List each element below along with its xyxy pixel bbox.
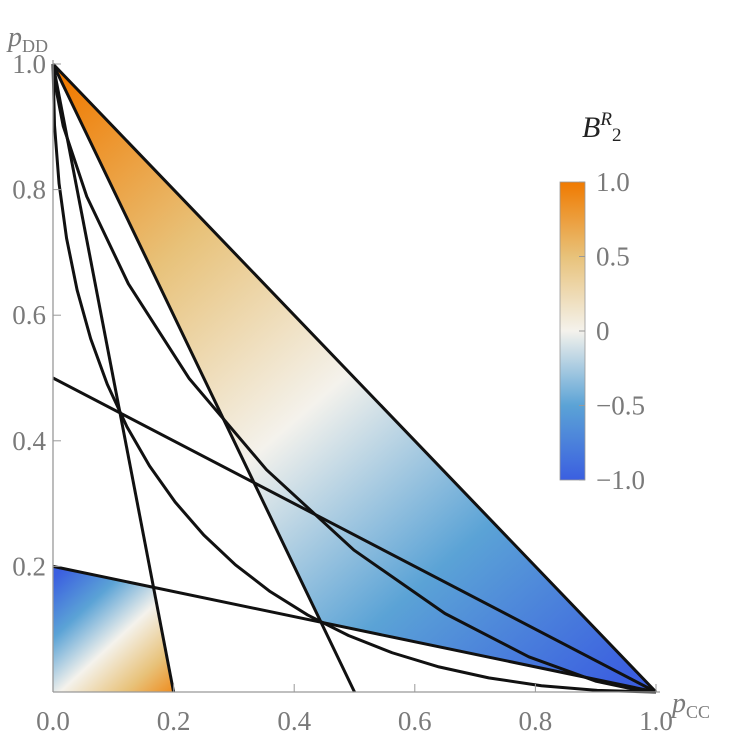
colorbar-tick-label: −0.5 — [596, 391, 645, 421]
plot-area — [51, 62, 658, 694]
colorbar-title: BR2 — [582, 109, 621, 146]
cb-title-base: B — [582, 111, 600, 144]
y-tick-label: 0.6 — [12, 300, 46, 330]
curve — [51, 63, 657, 694]
curve — [52, 376, 657, 694]
curve — [51, 62, 658, 694]
cb-title-sup: R — [599, 109, 612, 130]
y-label-base: p — [6, 22, 22, 53]
x-label-base: p — [670, 688, 686, 719]
curve — [52, 564, 657, 694]
cb-title-sub: 2 — [612, 125, 622, 146]
colorbar-tick-label: 0 — [596, 316, 610, 346]
x-label-sub: CC — [686, 702, 710, 722]
x-tick-label: 0.4 — [277, 706, 311, 736]
curve — [51, 63, 657, 694]
y-tick-label: 0.2 — [12, 551, 46, 581]
x-tick-label: 0.8 — [519, 706, 553, 736]
x-tick-label: 1.0 — [639, 706, 673, 736]
y-tick-label: 0.8 — [12, 175, 46, 205]
x-tick-label: 0.0 — [36, 706, 70, 736]
y-axis-label: pDD — [6, 22, 48, 56]
colorbar-tick-label: 1.0 — [596, 167, 630, 197]
colorbar-tick-label: −1.0 — [596, 465, 645, 495]
y-tick-label: 1.0 — [12, 49, 46, 79]
y-tick-label: 0.4 — [12, 426, 46, 456]
colorbar-tick-label: 0.5 — [596, 242, 630, 272]
y-label-sub: DD — [22, 36, 48, 56]
region — [53, 566, 174, 692]
x-axis-label: pCC — [670, 688, 710, 722]
x-tick-label: 0.2 — [157, 706, 191, 736]
curve — [51, 63, 356, 693]
x-tick-label: 0.6 — [398, 706, 432, 736]
